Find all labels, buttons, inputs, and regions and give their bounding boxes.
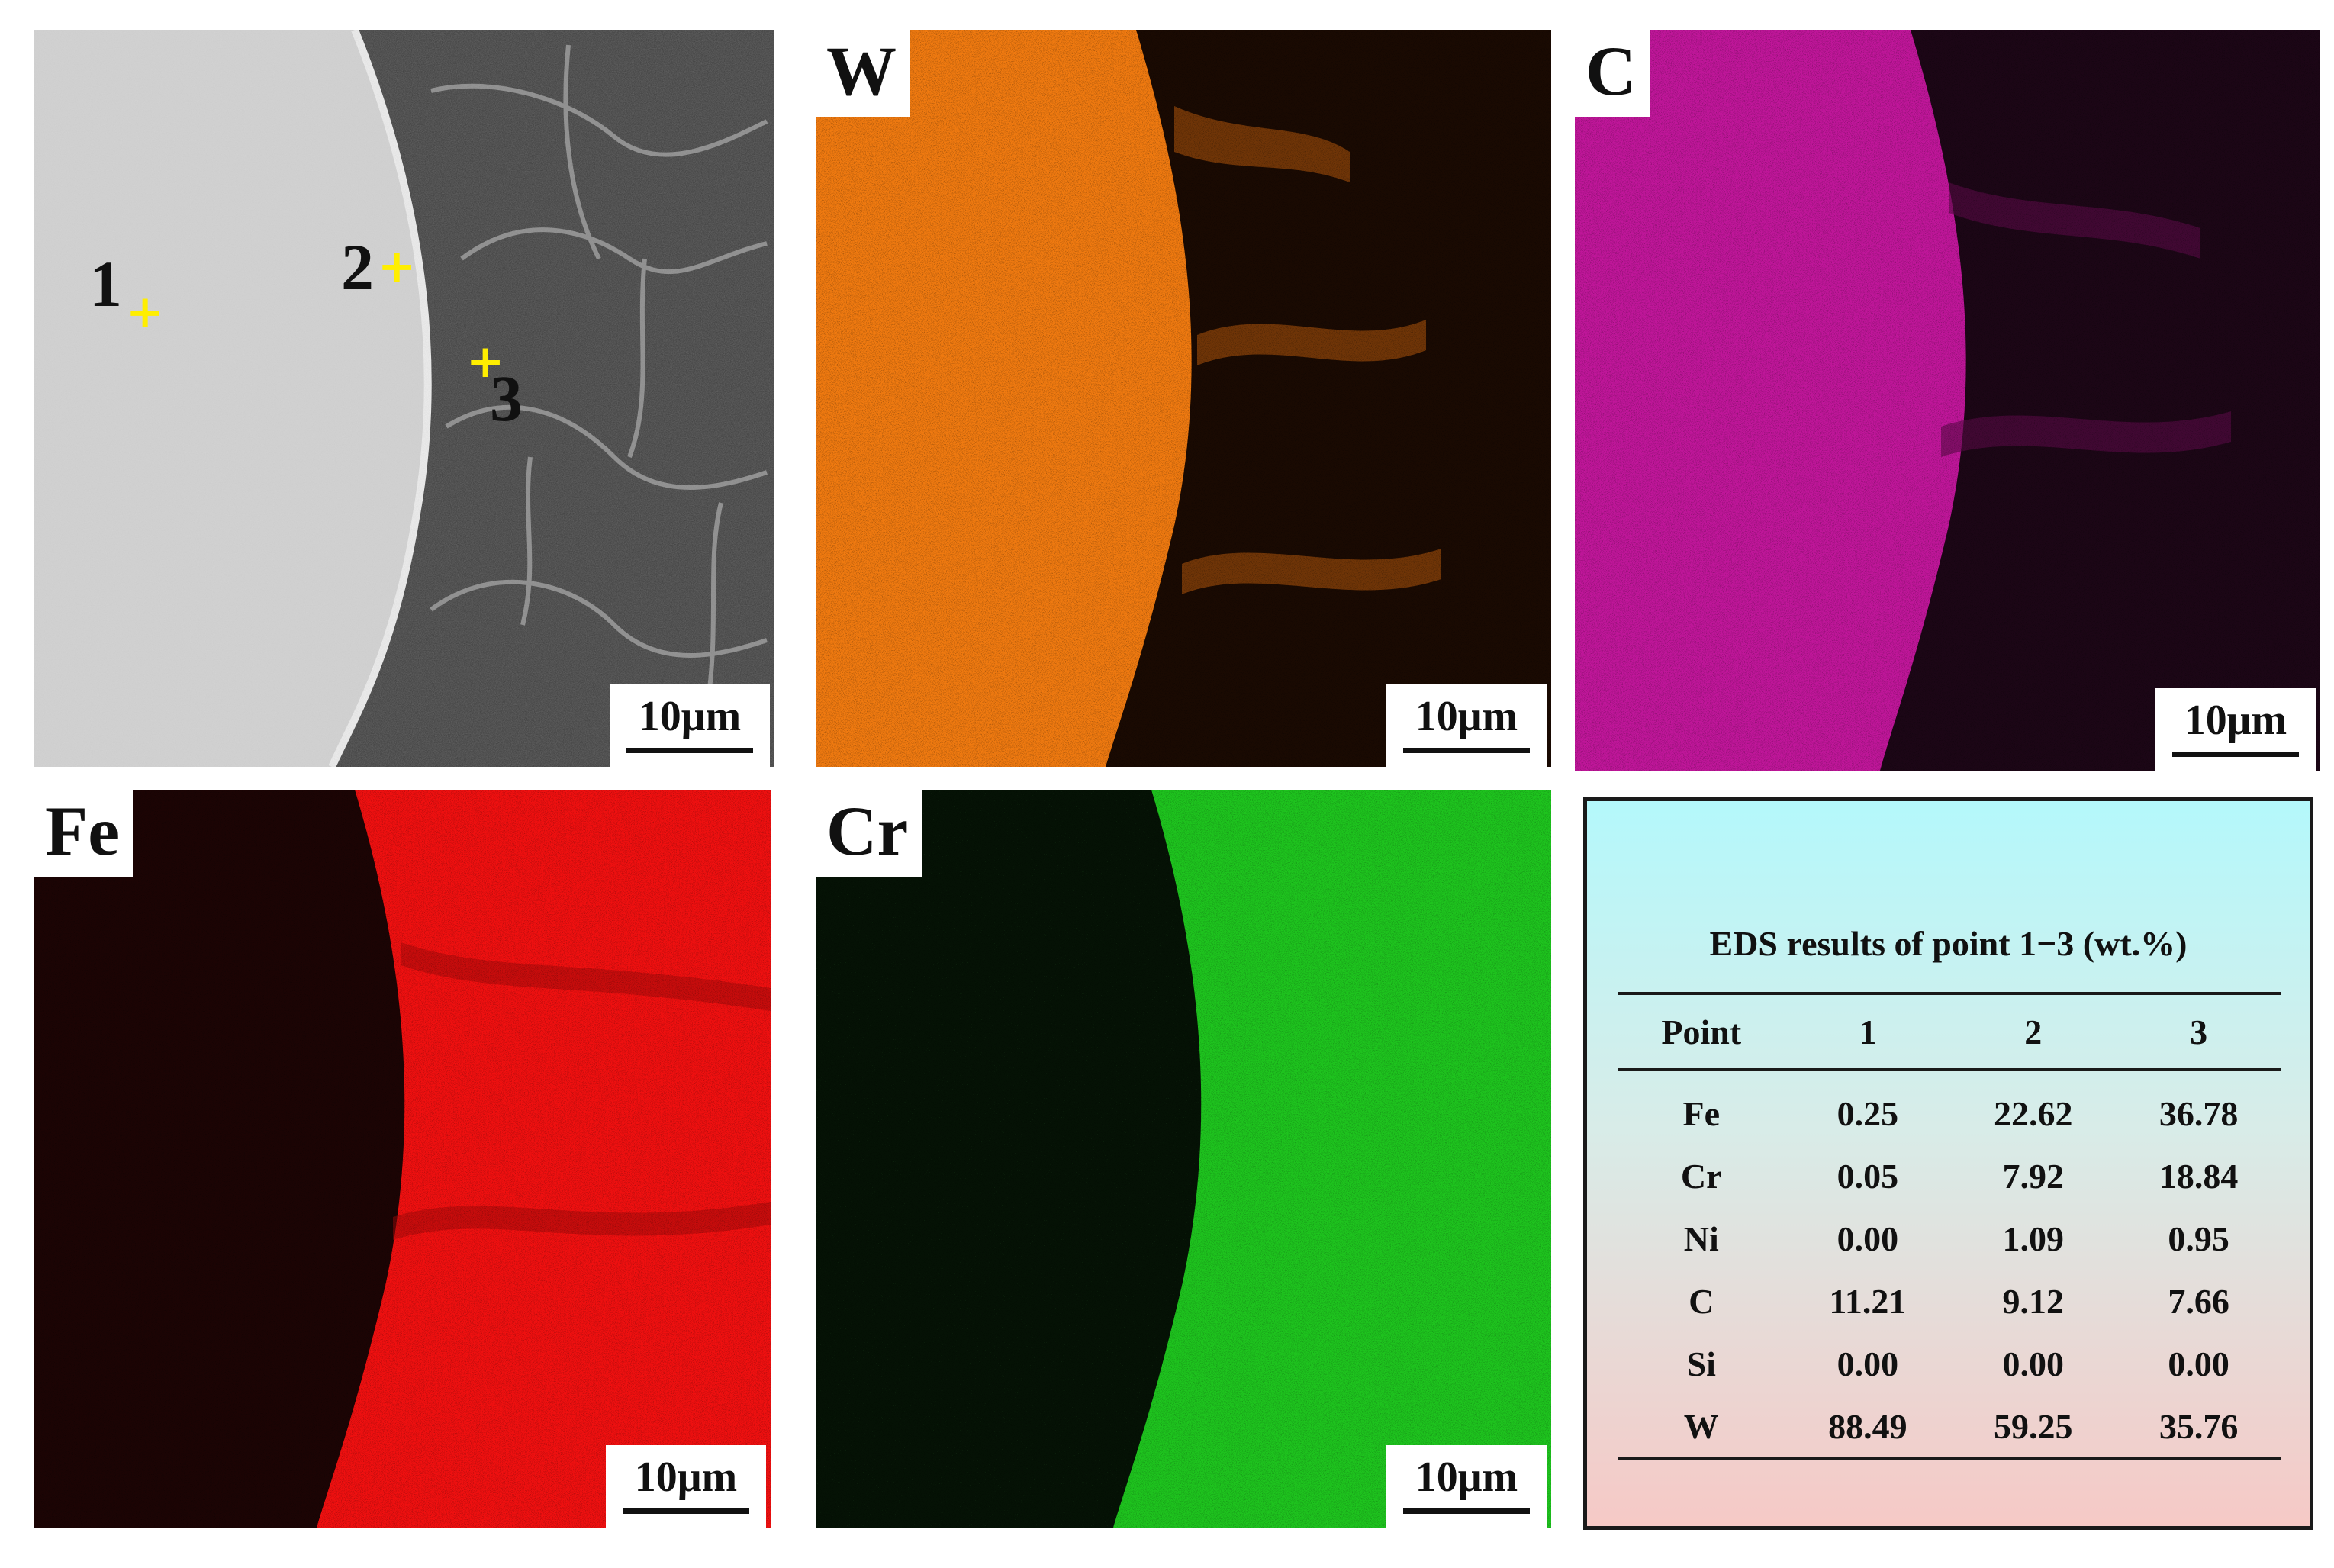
value-cell: 88.49 <box>1828 1406 1907 1446</box>
column-header: 1 <box>1859 1012 1877 1051</box>
column-header: Point <box>1661 1012 1742 1051</box>
eds-results-box: EDS results of point 1−3 (wt.%) Point 1 … <box>1583 797 2313 1530</box>
value-cell: 35.76 <box>2159 1406 2239 1446</box>
table-row: C 11.21 9.12 7.66 <box>1618 1270 2281 1332</box>
element-label-c: C <box>1575 30 1650 117</box>
point-3-marker: + <box>466 335 505 388</box>
table-header-row: Point 1 2 3 <box>1618 993 2281 1070</box>
element-cell: Cr <box>1680 1156 1722 1196</box>
point-1-marker: + <box>126 285 165 339</box>
value-cell: 22.62 <box>1993 1093 2073 1133</box>
point-2-marker: + <box>378 240 417 293</box>
value-cell: 0.00 <box>1837 1344 1899 1383</box>
c-elemental-map <box>1575 30 2320 771</box>
scale-bar-label: 10μm <box>1415 1454 1518 1501</box>
scale-bar: 10μm <box>1386 1445 1547 1528</box>
cr-elemental-map <box>816 790 1551 1528</box>
w-elemental-map <box>816 30 1551 767</box>
table-row: Fe 0.25 22.62 36.78 <box>1618 1070 2281 1145</box>
value-cell: 0.00 <box>1837 1219 1899 1258</box>
table-row: Cr 0.05 7.92 18.84 <box>1618 1145 2281 1207</box>
table-row: Si 0.00 0.00 0.00 <box>1618 1332 2281 1395</box>
w-map-panel: W 10μm <box>816 30 1551 767</box>
element-label-cr: Cr <box>816 790 922 877</box>
scale-bar-line <box>2172 752 2299 757</box>
value-cell: 1.09 <box>2002 1219 2064 1258</box>
element-cell: Ni <box>1683 1219 1719 1258</box>
scale-bar: 10μm <box>610 684 770 767</box>
element-label-w: W <box>816 30 910 117</box>
column-header: 3 <box>2190 1012 2208 1051</box>
scale-bar-label: 10μm <box>638 693 742 740</box>
value-cell: 9.12 <box>2002 1281 2064 1321</box>
eds-results-table: Point 1 2 3 Fe 0.25 22.62 36.78 Cr 0.05 … <box>1618 992 2281 1460</box>
value-cell: 59.25 <box>1993 1406 2073 1446</box>
scale-bar: 10μm <box>606 1445 766 1528</box>
scale-bar-line <box>626 748 753 753</box>
value-cell: 0.25 <box>1837 1093 1899 1133</box>
value-cell: 7.66 <box>2168 1281 2229 1321</box>
element-cell: W <box>1683 1406 1719 1446</box>
point-3-label: 3 <box>490 362 523 435</box>
fe-map-panel: Fe 10μm <box>34 790 771 1528</box>
value-cell: 11.21 <box>1829 1281 1907 1321</box>
scale-bar-label: 10μm <box>634 1454 738 1501</box>
value-cell: 36.78 <box>2159 1093 2239 1133</box>
table-row: Ni 0.00 1.09 0.95 <box>1618 1207 2281 1270</box>
value-cell: 7.92 <box>2002 1156 2064 1196</box>
value-cell: 18.84 <box>2159 1156 2239 1196</box>
scale-bar-label: 10μm <box>1415 693 1518 740</box>
eds-table-title: EDS results of point 1−3 (wt.%) <box>1709 924 2188 963</box>
element-cell: Si <box>1686 1344 1716 1383</box>
element-label-fe: Fe <box>34 790 134 877</box>
point-1-label: 1 <box>89 247 122 320</box>
scale-bar-line <box>1403 748 1530 753</box>
scale-bar: 10μm <box>2155 688 2316 771</box>
value-cell: 0.95 <box>2168 1219 2229 1258</box>
scale-bar-label: 10μm <box>2184 697 2287 744</box>
scale-bar-line <box>623 1508 749 1514</box>
value-cell: 0.05 <box>1837 1156 1899 1196</box>
sem-micrograph <box>34 30 774 767</box>
c-map-panel: C 10μm <box>1575 30 2320 771</box>
table-row: W 88.49 59.25 35.76 <box>1618 1395 2281 1459</box>
scale-bar-line <box>1403 1508 1530 1514</box>
sem-image-panel: 1 + 2 + + 3 10μm <box>34 30 774 767</box>
cr-map-panel: Cr 10μm <box>816 790 1551 1528</box>
element-cell: C <box>1689 1281 1714 1321</box>
element-cell: Fe <box>1682 1093 1720 1133</box>
scale-bar: 10μm <box>1386 684 1547 767</box>
fe-elemental-map <box>34 790 771 1528</box>
value-cell: 0.00 <box>2002 1344 2064 1383</box>
column-header: 2 <box>2024 1012 2043 1051</box>
value-cell: 0.00 <box>2168 1344 2229 1383</box>
point-2-label: 2 <box>341 230 374 304</box>
